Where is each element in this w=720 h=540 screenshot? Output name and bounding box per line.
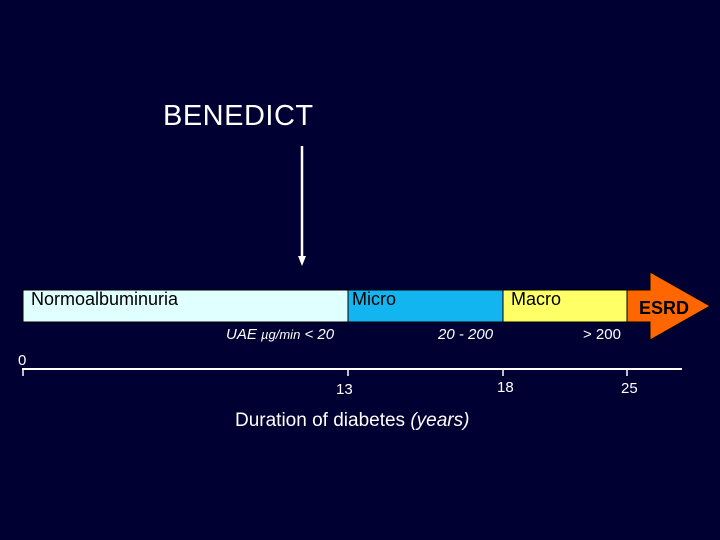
tick-label-0: 0 [18, 352, 27, 369]
uae-micro-range: 20 - 200 [438, 326, 494, 343]
uae-normo-range: UAE µg/min < 20 [226, 326, 334, 343]
uae-unit: µg/min [261, 327, 301, 342]
benedict-arrow-head [298, 256, 306, 266]
tick-label-13: 13 [336, 381, 353, 398]
normoalbuminuria-label: Normoalbuminuria [31, 289, 179, 309]
micro-bar [347, 289, 504, 323]
tick-label-25: 25 [621, 380, 638, 397]
esrd-label: ESRD [639, 298, 690, 318]
slide-title: BENEDICT [163, 100, 314, 132]
macro-label: Macro [511, 289, 562, 309]
esrd-arrow [626, 271, 712, 341]
axis-title-unit: (years) [410, 410, 470, 431]
micro-label: Micro [352, 289, 396, 309]
uae-macro-range: > 200 [583, 326, 621, 343]
normo-range-value: < 20 [304, 326, 335, 343]
axis-title-main: Duration of diabetes [235, 410, 406, 431]
uae-prefix: UAE [226, 326, 257, 343]
macro-bar [502, 289, 628, 323]
axis-title: Duration of diabetes (years) [235, 410, 469, 432]
tick-label-18: 18 [497, 379, 514, 396]
